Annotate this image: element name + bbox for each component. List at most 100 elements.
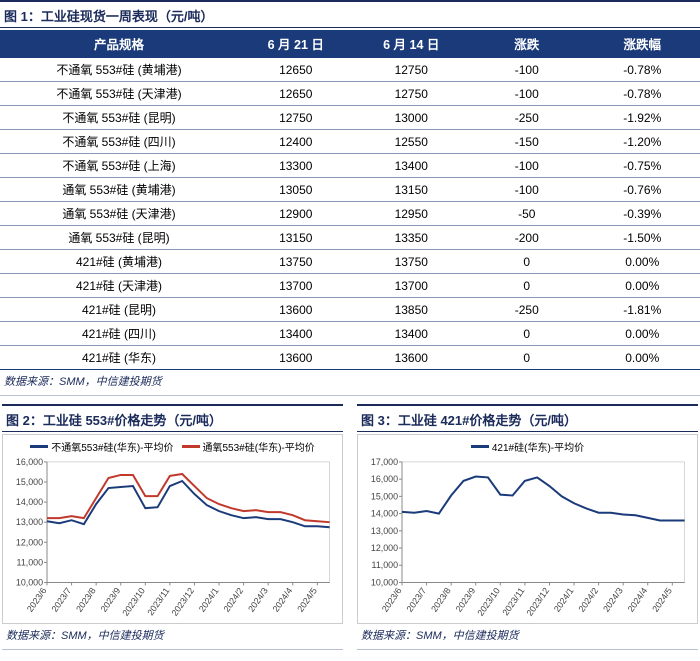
chart-series-line <box>47 481 330 527</box>
table-row: 421#硅 (天津港)137001370000.00% <box>0 274 700 298</box>
table-cell: -100 <box>469 82 585 106</box>
table-cell: 13700 <box>354 274 470 298</box>
svg-text:11,000: 11,000 <box>372 560 399 570</box>
svg-text:12,000: 12,000 <box>371 543 398 553</box>
svg-text:2024/5: 2024/5 <box>650 586 674 614</box>
svg-text:14,000: 14,000 <box>371 509 398 519</box>
table-cell: 13400 <box>354 322 470 346</box>
table-cell: 0.00% <box>585 250 700 274</box>
table-cell: 0 <box>469 346 585 370</box>
separator <box>2 431 343 432</box>
table-cell: 不通氧 553#硅 (天津港) <box>0 82 238 106</box>
table-cell: 13850 <box>354 298 470 322</box>
svg-text:2023/9: 2023/9 <box>99 586 123 614</box>
table-cell: 通氧 553#硅 (昆明) <box>0 226 238 250</box>
svg-text:2023/11: 2023/11 <box>500 586 526 618</box>
table-cell: -0.75% <box>585 154 700 178</box>
table-cell: -100 <box>469 58 585 82</box>
table-cell: 421#硅 (四川) <box>0 322 238 346</box>
separator <box>357 431 698 432</box>
table-cell: 12900 <box>238 202 354 226</box>
chart-right-source: 数据来源：SMM，中信建投期货 <box>357 624 698 650</box>
table-cell: 0.00% <box>585 322 700 346</box>
table-row: 421#硅 (昆明)1360013850-250-1.81% <box>0 298 700 322</box>
svg-text:10,000: 10,000 <box>371 577 398 587</box>
svg-text:2024/2: 2024/2 <box>576 586 600 614</box>
legend-item: 不通氧553#硅(华东)-平均价 <box>30 439 173 454</box>
table-cell: 13400 <box>354 154 470 178</box>
charts-row: 图 2：工业硅 553#价格走势（元/吨） 不通氧553#硅(华东)-平均价通氧… <box>0 404 700 658</box>
table-row: 不通氧 553#硅 (四川)1240012550-150-1.20% <box>0 130 700 154</box>
table-cell: 13150 <box>238 226 354 250</box>
svg-text:2023/10: 2023/10 <box>475 586 502 618</box>
svg-text:13,000: 13,000 <box>371 526 398 536</box>
chart-left-box: 不通氧553#硅(华东)-平均价通氧553#硅(华东)-平均价10,00011,… <box>2 434 343 624</box>
table-cell: 12650 <box>238 58 354 82</box>
table-cell: 13300 <box>238 154 354 178</box>
table-header-cell: 6 月 14 日 <box>354 30 470 58</box>
table-cell: 不通氧 553#硅 (上海) <box>0 154 238 178</box>
table-cell: 12750 <box>354 58 470 82</box>
svg-text:2023/11: 2023/11 <box>145 586 171 618</box>
svg-text:2023/10: 2023/10 <box>120 586 147 618</box>
svg-text:2024/3: 2024/3 <box>246 586 270 614</box>
svg-text:2024/4: 2024/4 <box>271 586 295 614</box>
legend-label: 不通氧553#硅(华东)-平均价 <box>51 439 173 454</box>
table-cell: 12550 <box>354 130 470 154</box>
table-row: 通氧 553#硅 (昆明)1315013350-200-1.50% <box>0 226 700 250</box>
svg-text:2023/7: 2023/7 <box>404 586 428 614</box>
table-cell: -0.78% <box>585 82 700 106</box>
svg-text:2023/8: 2023/8 <box>74 586 98 614</box>
legend-label: 421#硅(华东)-平均价 <box>492 439 584 454</box>
svg-text:14,000: 14,000 <box>16 497 43 507</box>
table-cell: 通氧 553#硅 (天津港) <box>0 202 238 226</box>
legend-label: 通氧553#硅(华东)-平均价 <box>203 439 315 454</box>
table-cell: 13000 <box>354 106 470 130</box>
table-cell: 12400 <box>238 130 354 154</box>
svg-text:15,000: 15,000 <box>16 477 43 487</box>
table-cell: -0.39% <box>585 202 700 226</box>
svg-text:2024/2: 2024/2 <box>221 586 245 614</box>
table-header-cell: 6 月 21 日 <box>238 30 354 58</box>
table-cell: -1.81% <box>585 298 700 322</box>
table-cell: -0.76% <box>585 178 700 202</box>
chart-right-panel: 图 3：工业硅 421#价格走势（元/吨） 421#硅(华东)-平均价 10,00… <box>357 404 698 658</box>
svg-text:2024/4: 2024/4 <box>626 586 650 614</box>
table-header-cell: 涨跌幅 <box>585 30 700 58</box>
table-cell: -50 <box>469 202 585 226</box>
svg-text:2023/8: 2023/8 <box>429 586 453 614</box>
table-cell: 不通氧 553#硅 (昆明) <box>0 106 238 130</box>
svg-text:2023/6: 2023/6 <box>25 586 49 614</box>
table-header-cell: 产品规格 <box>0 30 238 58</box>
table-cell: -150 <box>469 130 585 154</box>
chart-left-source: 数据来源：SMM，中信建投期货 <box>2 624 343 650</box>
svg-text:15,000: 15,000 <box>371 491 398 501</box>
table-cell: 421#硅 (昆明) <box>0 298 238 322</box>
chart-right-title: 图 3：工业硅 421#价格走势（元/吨） <box>357 404 698 431</box>
table-cell: 13600 <box>238 346 354 370</box>
legend-swatch <box>471 445 489 448</box>
table-cell: 13350 <box>354 226 470 250</box>
table-cell: 421#硅 (华东) <box>0 346 238 370</box>
chart-svg: 10,000 11,000 12,000 13,000 14,000 15,000 16,0… <box>360 456 695 622</box>
table-cell: -250 <box>469 106 585 130</box>
chart-left-panel: 图 2：工业硅 553#价格走势（元/吨） 不通氧553#硅(华东)-平均价通氧… <box>2 404 343 658</box>
table-source: 数据来源：SMM，中信建投期货 <box>0 370 700 396</box>
table-cell: 不通氧 553#硅 (四川) <box>0 130 238 154</box>
chart-series-line <box>402 477 685 521</box>
svg-text:16,000: 16,000 <box>371 474 398 484</box>
table-cell: -1.92% <box>585 106 700 130</box>
chart-legend: 421#硅(华东)-平均价 <box>360 437 695 456</box>
table-cell: -0.78% <box>585 58 700 82</box>
table-header-cell: 涨跌 <box>469 30 585 58</box>
table-cell: -100 <box>469 154 585 178</box>
svg-text:12,000: 12,000 <box>16 537 43 547</box>
legend-swatch <box>30 445 48 448</box>
svg-text:2024/1: 2024/1 <box>197 586 221 614</box>
table-cell: -1.20% <box>585 130 700 154</box>
table-cell: -100 <box>469 178 585 202</box>
table-cell: 12750 <box>238 106 354 130</box>
svg-text:2023/12: 2023/12 <box>169 586 196 618</box>
chart-right-box: 421#硅(华东)-平均价 10,000 11,000 12,000 13,000 14,… <box>357 434 698 624</box>
table-row: 不通氧 553#硅 (天津港)1265012750-100-0.78% <box>0 82 700 106</box>
